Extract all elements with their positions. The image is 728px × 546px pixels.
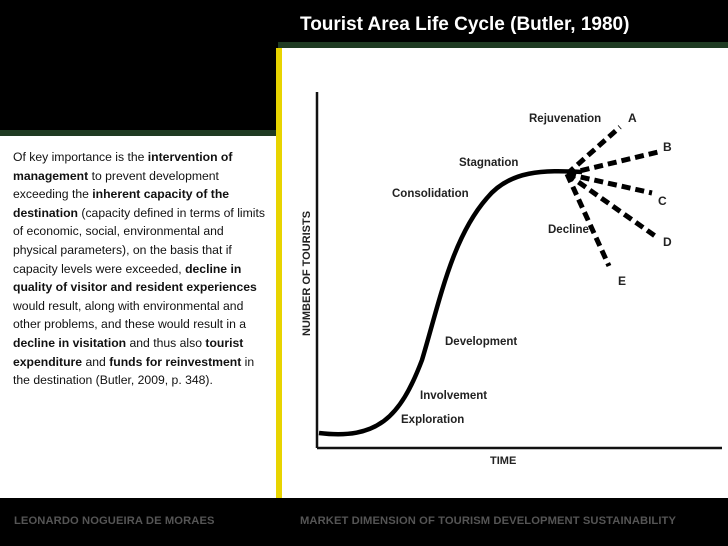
green-divider-right — [278, 42, 728, 48]
stage-involvement: Involvement — [420, 390, 487, 402]
tourist-life-cycle-diagram: NUMBER OF TOURISTS TIME Exploration Invo… — [301, 92, 722, 467]
slide-title: Tourist Area Life Cycle (Butler, 1980) — [300, 14, 630, 35]
stage-stagnation: Stagnation — [459, 157, 518, 169]
life-cycle-curve — [318, 169, 583, 437]
header-black-block — [0, 0, 278, 130]
footer-author: LEONARDO NOGUEIRA DE MORAES — [14, 515, 215, 527]
stage-exploration: Exploration — [401, 414, 464, 426]
scenario-c-line — [566, 171, 653, 196]
body-paragraph: Of key importance is the intervention of… — [13, 150, 265, 388]
stage-consolidation: Consolidation — [392, 188, 469, 200]
green-divider-left — [0, 130, 278, 136]
scenario-e-label: E — [618, 274, 626, 288]
scenario-b-line — [566, 149, 659, 177]
stage-development: Development — [445, 336, 517, 348]
scenario-d-line — [565, 171, 660, 241]
scenario-a-label: A — [628, 111, 637, 125]
scenario-b-label: B — [663, 140, 672, 154]
scenario-e-line — [564, 172, 612, 268]
scenario-lines — [564, 125, 660, 268]
diagram-panel: NUMBER OF TOURISTS TIME Exploration Invo… — [282, 48, 728, 498]
x-axis-label: TIME — [490, 455, 516, 467]
scenario-d-label: D — [663, 235, 672, 249]
accent-stripe — [276, 48, 282, 498]
scenario-c-label: C — [658, 194, 667, 208]
stage-decline: Decline — [548, 224, 589, 236]
stage-rejuvenation: Rejuvenation — [529, 113, 601, 125]
y-axis-label: NUMBER OF TOURISTS — [301, 211, 313, 336]
text-panel: Of key importance is the intervention of… — [0, 136, 278, 498]
footer-topic: MARKET DIMENSION OF TOURISM DEVELOPMENT … — [300, 515, 677, 527]
scenario-a-line — [565, 125, 622, 176]
